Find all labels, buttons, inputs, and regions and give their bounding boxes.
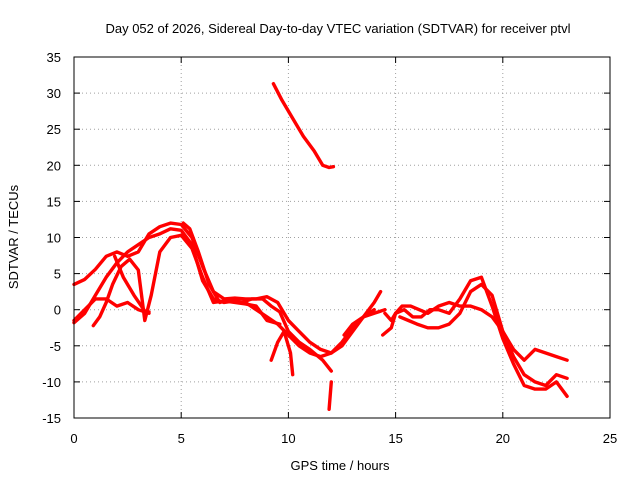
- x-tick-label: 10: [281, 431, 295, 446]
- data-series-track-3: [72, 227, 376, 359]
- y-tick-label: 0: [54, 303, 61, 318]
- y-tick-label: 20: [47, 158, 61, 173]
- x-tick-label: 25: [603, 431, 617, 446]
- y-tick-label: 30: [47, 86, 61, 101]
- x-tick-label: 20: [496, 431, 510, 446]
- y-tick-label: 15: [47, 194, 61, 209]
- data-series-track-6: [181, 221, 333, 373]
- y-tick-label: -15: [42, 411, 61, 426]
- chart-title: Day 052 of 2026, Sidereal Day-to-day VTE…: [105, 21, 570, 36]
- y-tick-label: -10: [42, 375, 61, 390]
- y-tick-label: -5: [49, 339, 61, 354]
- y-tick-label: 25: [47, 122, 61, 137]
- plot-frame: [73, 56, 611, 419]
- data-series-track-10: [383, 275, 569, 398]
- data-series-track-1: [72, 221, 383, 355]
- x-axis-label: GPS time / hours: [291, 458, 390, 473]
- data-series-track-7: [271, 81, 336, 170]
- data-series-track-8: [269, 329, 295, 377]
- y-tick-label: 5: [54, 267, 61, 282]
- data-series-track-5: [112, 254, 151, 314]
- y-tick-label: 35: [47, 50, 61, 65]
- grid: [74, 57, 610, 418]
- y-tick-label: 10: [47, 231, 61, 246]
- data-series-track-12: [398, 282, 569, 362]
- plot-area: [72, 81, 569, 411]
- x-tick-label: 5: [178, 431, 185, 446]
- data-series-track-4: [91, 233, 282, 328]
- data-series-track-13: [342, 308, 387, 337]
- x-tick-label: 15: [388, 431, 402, 446]
- y-axis-label: SDTVAR / TECUs: [6, 184, 21, 289]
- x-tick-label: 0: [70, 431, 77, 446]
- data-series-track-9: [327, 380, 333, 411]
